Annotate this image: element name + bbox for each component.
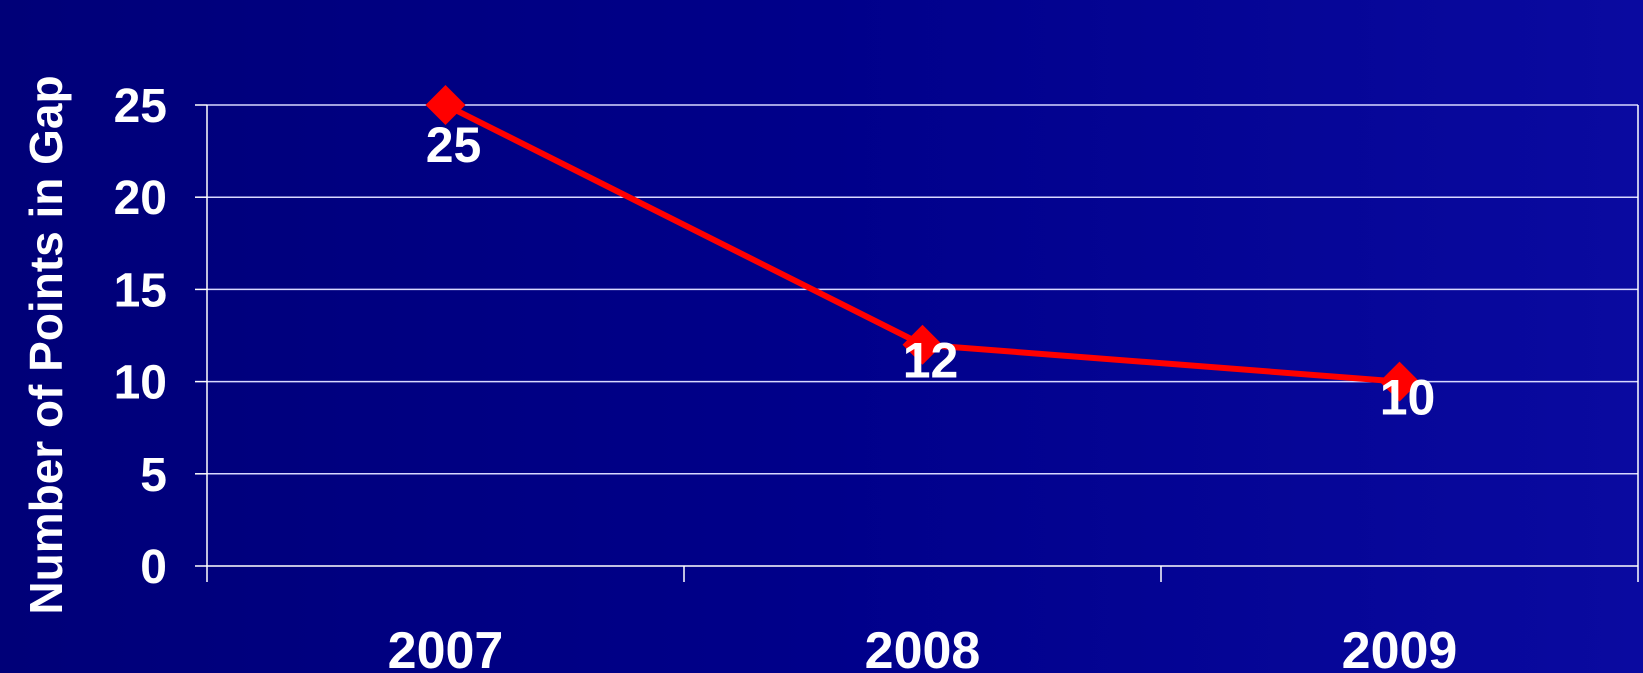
y-tick-labels: 0 5 10 15 20 25 [114, 80, 167, 594]
y-axis-title: Number of Points in Gap [20, 75, 72, 614]
data-labels: 25 12 10 [426, 117, 1436, 426]
x-tick-label-2007: 2007 [388, 622, 504, 673]
y-tick-label: 5 [140, 449, 167, 502]
data-point-marker [902, 324, 943, 365]
data-label: 25 [426, 117, 482, 173]
y-tick-label: 25 [114, 80, 167, 133]
y-tick-label: 15 [114, 264, 167, 317]
y-tick-label: 20 [114, 172, 167, 225]
data-markers [425, 85, 1420, 402]
y-tick-label: 0 [140, 541, 167, 594]
x-tick-label-2009: 2009 [1342, 622, 1458, 673]
data-point-marker [425, 85, 466, 125]
data-point-marker [1379, 361, 1420, 402]
data-label: 10 [1380, 370, 1436, 426]
data-label: 12 [903, 333, 959, 389]
x-tick-labels: 2007 2008 2009 [388, 622, 1458, 673]
axes [195, 104, 1639, 582]
y-tick-label: 10 [114, 357, 167, 410]
x-tick-label-2008: 2008 [865, 622, 981, 673]
